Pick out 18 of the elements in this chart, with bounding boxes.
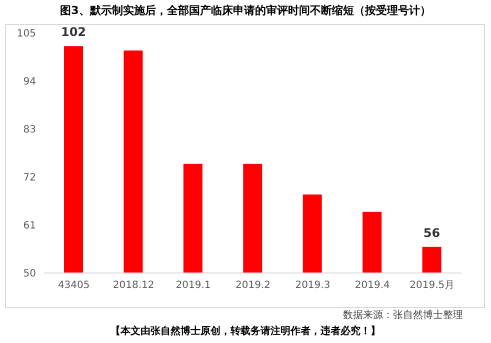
source-note: 数据来源：张自然博士整理 [343,308,463,322]
x-tick-label: 2019.2 [236,280,270,292]
x-tick-label: 2019.4 [354,280,390,292]
y-tick-label: 94 [23,76,36,88]
data-label: 102 [60,25,86,40]
y-tick-label: 61 [23,220,36,232]
text: 【本文由张自然博士原创，转载务请注明作者，违者必究！】 [110,324,382,338]
x-tick-label: 2018.12 [112,280,154,292]
data-label: 56 [423,226,440,240]
y-tick-label: 72 [23,172,36,184]
x-tick-label: 2019.3 [295,280,330,292]
x-tick-label: 2019.1 [176,280,211,292]
x-tick-label: 43405 [58,280,90,292]
chart-title: 图3、默示制实施后，全部国产临床申请的审评时间不断缩短（按受理号计） [59,3,432,19]
y-tick-label: 105 [16,28,36,40]
y-tick-label: 83 [23,124,36,136]
x-tick-label: 2019.5月 [410,280,455,292]
y-tick-label: 50 [23,268,36,280]
